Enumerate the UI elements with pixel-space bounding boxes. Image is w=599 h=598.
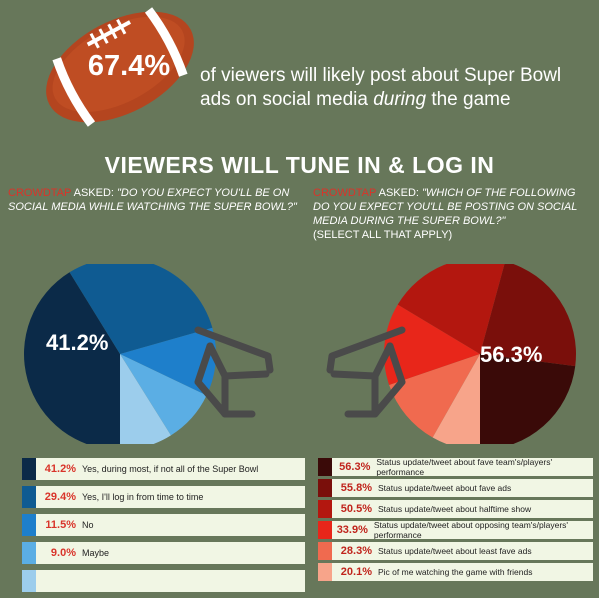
headline-text-emphasis: during — [373, 89, 427, 110]
headline-text-before: of viewers will likely post about Super … — [200, 65, 562, 110]
right-legend-value-3: 33.9% — [336, 524, 368, 536]
left-pie-slice-3 — [120, 354, 207, 436]
right-legend-value-2: 50.5% — [340, 503, 372, 515]
right-legend-row-2: 50.5% Status update/tweet about halftime … — [318, 500, 593, 518]
left-helmet-chart — [24, 264, 274, 444]
left-legend-row-4 — [22, 570, 305, 592]
right-legend-label-0: Status update/tweet about fave team's/pl… — [376, 458, 553, 476]
right-legend-row-0: 56.3% Status update/tweet about fave team… — [318, 458, 593, 476]
right-legend-swatch-0 — [318, 458, 332, 476]
headline-text-after: the game — [426, 89, 511, 110]
left-legend-label-2: No — [82, 520, 94, 530]
right-legend-swatch-2 — [318, 500, 332, 518]
right-question-text: "WHICH OF THE FOLLOWING DO YOU EXPECT YO… — [313, 187, 578, 227]
left-question: CROWDTAP ASKED: "DO YOU EXPECT YOU'LL BE… — [8, 186, 298, 214]
right-legend-swatch-4 — [318, 542, 332, 560]
left-legend-value-2: 11.5% — [45, 519, 76, 531]
right-pie-slice-3 — [384, 304, 480, 386]
left-pie-slice-4 — [120, 354, 171, 444]
left-legend-label-3: Maybe — [82, 548, 110, 558]
right-legend-row-5: 20.1% Pic of me watching the game with fr… — [318, 563, 593, 581]
left-legend-value-3: 9.0% — [50, 547, 76, 559]
right-pie-slice-4 — [389, 354, 480, 438]
right-legend-row-4: 28.3% Status update/tweet about least fav… — [318, 542, 593, 560]
right-legend-label-1: Status update/tweet about fave ads — [378, 483, 512, 493]
section-title: VIEWERS WILL TUNE IN & LOG IN — [104, 152, 495, 178]
left-question-brand: CROWDTAP — [8, 187, 72, 199]
right-legend-swatch-3 — [318, 521, 332, 539]
right-question-brand: CROWDTAP — [313, 187, 377, 199]
left-question-asked: ASKED: — [71, 187, 118, 199]
headline-text: of viewers will likely post about Super … — [200, 64, 590, 112]
left-legend-swatch-0 — [22, 458, 36, 480]
left-legend-label-0: Yes, during most, if not all of the Supe… — [82, 464, 259, 474]
right-legend: 56.3% Status update/tweet about fave team… — [318, 458, 593, 584]
right-legend-label-4: Status update/tweet about least fave ads — [378, 546, 532, 556]
left-legend-swatch-4 — [22, 570, 36, 592]
left-legend-row-2: 11.5% No — [22, 514, 305, 536]
football-illustration — [46, 7, 194, 127]
right-pie — [384, 264, 576, 444]
left-facemask-icon — [194, 326, 274, 418]
left-legend-row-0: 41.2% Yes, during most, if not all of the… — [22, 458, 305, 480]
right-pie-slice-1 — [480, 264, 576, 367]
right-question-note: (SELECT ALL THAT APPLY) — [313, 229, 453, 241]
left-highlight-label: 41.2% — [46, 330, 109, 355]
right-legend-row-1: 55.8% Status update/tweet about fave ads — [318, 479, 593, 497]
right-pie-slice-5 — [432, 354, 480, 444]
right-legend-value-1: 55.8% — [340, 482, 372, 494]
right-question-asked: ASKED: — [376, 187, 423, 199]
right-legend-swatch-1 — [318, 479, 332, 497]
left-legend-row-1: 29.4% Yes, I'll log in from time to time — [22, 486, 305, 508]
right-legend-label-2: Status update/tweet about halftime show — [378, 504, 532, 514]
left-legend-swatch-1 — [22, 486, 36, 508]
left-pie — [24, 264, 217, 444]
left-pie-slice-1 — [69, 264, 213, 354]
left-legend: 41.2% Yes, during most, if not all of the… — [22, 458, 305, 598]
left-question-text: "DO YOU EXPECT YOU'LL BE ON SOCIAL MEDIA… — [8, 187, 297, 213]
right-helmet-chart — [326, 264, 576, 444]
right-legend-value-5: 20.1% — [340, 566, 372, 578]
right-pie-slice-0 — [480, 354, 576, 444]
right-legend-label-3: Status update/tweet about opposing team'… — [373, 521, 569, 539]
headline-stat: 67.4% — [87, 50, 171, 82]
left-legend-value-0: 41.2% — [44, 463, 76, 475]
left-pie-slice-2 — [120, 327, 217, 396]
left-legend-swatch-3 — [22, 542, 36, 564]
right-legend-value-0: 56.3% — [339, 461, 371, 473]
right-question: CROWDTAP ASKED: "WHICH OF THE FOLLOWING … — [313, 186, 583, 242]
left-legend-value-1: 29.4% — [44, 491, 76, 503]
right-legend-swatch-5 — [318, 563, 332, 581]
right-legend-row-3: 33.9% Status update/tweet about opposing … — [318, 521, 593, 539]
right-legend-value-4: 28.3% — [340, 545, 372, 557]
left-legend-label-1: Yes, I'll log in from time to time — [82, 492, 204, 502]
right-pie-slice-2 — [397, 264, 505, 354]
left-legend-swatch-2 — [22, 514, 36, 536]
right-facemask-icon — [326, 326, 406, 418]
right-highlight-label: 56.3% — [480, 342, 543, 367]
left-legend-row-3: 9.0% Maybe — [22, 542, 305, 564]
left-pie-slice-0 — [24, 272, 120, 444]
right-legend-label-5: Pic of me watching the game with friends — [378, 567, 533, 577]
